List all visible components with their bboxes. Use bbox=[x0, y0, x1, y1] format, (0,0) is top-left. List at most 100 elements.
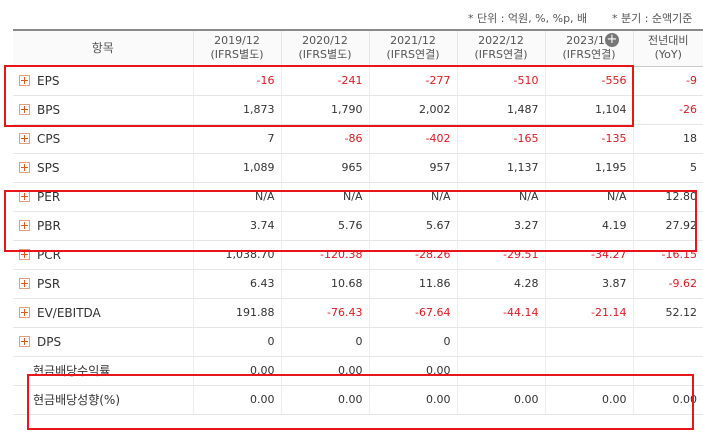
row-label-cell[interactable]: DPS bbox=[13, 327, 193, 357]
value-cell: 2,002 bbox=[368, 95, 457, 125]
value-cell bbox=[456, 356, 545, 386]
table-row: SPS 1,089 965 957 1,137 1,195 5 bbox=[13, 153, 703, 183]
value-cell: -135 bbox=[544, 124, 633, 154]
row-label-cell[interactable]: PCR bbox=[13, 240, 193, 270]
row-label-cell: 현금배당성향(%) bbox=[13, 385, 193, 415]
value-cell: 5 bbox=[632, 153, 703, 183]
expand-plus-icon[interactable] bbox=[19, 306, 30, 318]
value-cell: -28.26 bbox=[368, 240, 457, 270]
value-cell: 7 bbox=[192, 124, 281, 154]
header-col-2023: 2023/12 (IFRS연결) bbox=[544, 30, 633, 67]
expand-plus-icon[interactable] bbox=[19, 248, 30, 260]
value-cell: 191.88 bbox=[192, 298, 281, 328]
value-cell: -34.27 bbox=[544, 240, 633, 270]
value-cell: 10.68 bbox=[280, 269, 369, 299]
row-label-cell[interactable]: EPS bbox=[13, 66, 193, 96]
row-label-cell[interactable]: BPS bbox=[13, 95, 193, 125]
row-label-cell[interactable]: CPS bbox=[13, 124, 193, 154]
expand-plus-icon[interactable] bbox=[19, 103, 30, 115]
row-label-cell[interactable]: EV/EBITDA bbox=[13, 298, 193, 328]
expand-plus-icon[interactable] bbox=[19, 277, 30, 289]
value-cell: 0 bbox=[192, 327, 281, 357]
table-header-row: 항목 2019/12 (IFRS별도) 2020/12 (IFRS별도) 2021/… bbox=[13, 30, 703, 67]
table-row: DPS 0 0 0 bbox=[13, 327, 703, 357]
quarter-basis-label: * 분기 : 순액기준 bbox=[612, 12, 693, 25]
value-cell: -86 bbox=[280, 124, 369, 154]
expand-plus-icon[interactable] bbox=[19, 161, 30, 173]
value-cell: 6.43 bbox=[192, 269, 281, 299]
value-cell: 0.00 bbox=[280, 356, 369, 386]
value-cell: N/A bbox=[192, 182, 281, 212]
row-label: 현금배당수익률 bbox=[33, 364, 111, 378]
header-col-yoy: 전년대비 (YoY) bbox=[632, 30, 703, 67]
financial-ratio-table: 항목 2019/12 (IFRS별도) 2020/12 (IFRS별도) 2021/… bbox=[13, 29, 703, 415]
row-label: PSR bbox=[37, 276, 61, 291]
value-cell: -510 bbox=[456, 66, 545, 96]
value-cell: 0.00 bbox=[280, 385, 369, 415]
value-cell: 3.87 bbox=[544, 269, 633, 299]
value-cell: 0.00 bbox=[192, 385, 281, 415]
value-cell: -44.14 bbox=[456, 298, 545, 328]
value-cell: 1,038.70 bbox=[192, 240, 281, 270]
value-cell: 1,089 bbox=[192, 153, 281, 183]
value-cell: -277 bbox=[368, 66, 457, 96]
row-label: CPS bbox=[37, 131, 61, 146]
header-col-2019: 2019/12 (IFRS별도) bbox=[192, 30, 281, 67]
expand-plus-icon[interactable] bbox=[19, 335, 30, 347]
value-cell: -76.43 bbox=[280, 298, 369, 328]
value-cell: 965 bbox=[280, 153, 369, 183]
value-cell: 0 bbox=[368, 327, 457, 357]
row-label-cell: 현금배당수익률 bbox=[13, 356, 193, 386]
table-row: PSR 6.43 10.68 11.86 4.28 3.87 -9.62 bbox=[13, 269, 703, 299]
value-cell: N/A bbox=[456, 182, 545, 212]
circle-plus-icon[interactable]: + bbox=[605, 32, 619, 47]
value-cell: -21.14 bbox=[544, 298, 633, 328]
value-cell: 0.00 bbox=[368, 385, 457, 415]
value-cell: -120.38 bbox=[280, 240, 369, 270]
table-row: 현금배당성향(%) 0.00 0.00 0.00 0.00 0.00 0.00 bbox=[13, 385, 703, 415]
value-cell: -26 bbox=[632, 95, 703, 125]
row-label: BPS bbox=[37, 102, 61, 117]
row-label: EV/EBITDA bbox=[37, 305, 101, 320]
table-row: CPS 7 -86 -402 -165 -135 18 bbox=[13, 124, 703, 154]
value-cell: 0 bbox=[280, 327, 369, 357]
row-label-cell[interactable]: PBR bbox=[13, 211, 193, 241]
value-cell: 4.19 bbox=[544, 211, 633, 241]
value-cell: 27.92 bbox=[632, 211, 703, 241]
value-cell: -16.15 bbox=[632, 240, 703, 270]
expand-plus-icon[interactable] bbox=[19, 219, 30, 231]
expand-plus-icon[interactable] bbox=[19, 74, 30, 86]
row-label: DPS bbox=[37, 334, 62, 349]
row-label-cell[interactable]: PSR bbox=[13, 269, 193, 299]
value-cell: 5.76 bbox=[280, 211, 369, 241]
value-cell: -165 bbox=[456, 124, 545, 154]
expand-plus-icon[interactable] bbox=[19, 132, 30, 144]
value-cell: 1,195 bbox=[544, 153, 633, 183]
value-cell: -241 bbox=[280, 66, 369, 96]
table-row: EV/EBITDA 191.88 -76.43 -67.64 -44.14 -21.14 5… bbox=[13, 298, 703, 328]
value-cell: -67.64 bbox=[368, 298, 457, 328]
value-cell: -16 bbox=[192, 66, 281, 96]
table-row: EPS -16 -241 -277 -510 -556 -9 bbox=[13, 66, 703, 96]
row-label-cell[interactable]: PER bbox=[13, 182, 193, 212]
value-cell: -402 bbox=[368, 124, 457, 154]
table-row: PBR 3.74 5.76 5.67 3.27 4.19 27.92 bbox=[13, 211, 703, 241]
value-cell: 3.74 bbox=[192, 211, 281, 241]
value-cell: 3.27 bbox=[456, 211, 545, 241]
value-cell: N/A bbox=[280, 182, 369, 212]
value-cell: 957 bbox=[368, 153, 457, 183]
value-cell: -29.51 bbox=[456, 240, 545, 270]
value-cell: 0.00 bbox=[192, 356, 281, 386]
row-label-cell[interactable]: SPS bbox=[13, 153, 193, 183]
value-cell bbox=[632, 327, 703, 357]
value-cell: 1,487 bbox=[456, 95, 545, 125]
value-cell: N/A bbox=[368, 182, 457, 212]
row-label: SPS bbox=[37, 160, 60, 175]
row-label: PBR bbox=[37, 218, 61, 233]
value-cell bbox=[544, 356, 633, 386]
value-cell: 0.00 bbox=[632, 385, 703, 415]
value-cell: -9 bbox=[632, 66, 703, 96]
value-cell: 1,873 bbox=[192, 95, 281, 125]
value-cell: N/A bbox=[544, 182, 633, 212]
expand-plus-icon[interactable] bbox=[19, 190, 30, 202]
